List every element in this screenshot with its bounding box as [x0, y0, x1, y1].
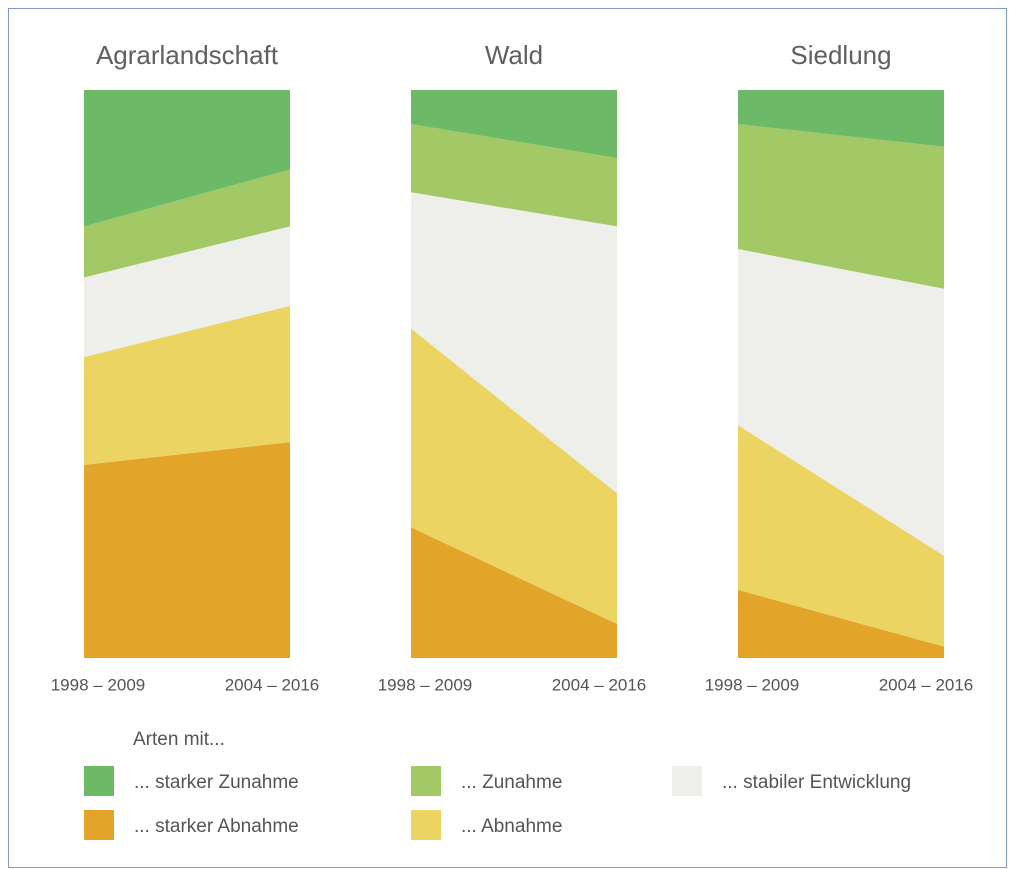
x-tick-label: 2004 – 2016 [552, 675, 647, 694]
area-segment [738, 90, 944, 147]
legend-swatch [84, 766, 114, 796]
area-segment [84, 305, 290, 465]
x-tick-label: 2004 – 2016 [225, 675, 320, 694]
x-tick-label: 2004 – 2016 [879, 675, 974, 694]
area-segment [738, 249, 944, 556]
legend-swatch [84, 810, 114, 840]
area-segment [84, 169, 290, 278]
frame [8, 8, 1007, 868]
x-tick-label: 1998 – 2009 [378, 675, 473, 694]
x-tick-label: 1998 – 2009 [705, 675, 800, 694]
area-segment [411, 328, 617, 624]
area-segment [84, 90, 290, 227]
legend-label: ... starker Abnahme [134, 816, 299, 837]
area-segment [738, 589, 944, 658]
panel-title: Agrarlandschaft [96, 40, 279, 70]
area-segment [738, 124, 944, 289]
area-segment [411, 192, 617, 494]
area-segment [84, 442, 290, 658]
area-segment [84, 226, 290, 357]
legend-label: ... Abnahme [461, 816, 562, 837]
legend-swatch [411, 766, 441, 796]
legend-label: ... stabiler Entwicklung [722, 772, 911, 793]
area-segment [411, 90, 617, 159]
legend-title: Arten mit... [133, 729, 225, 750]
area-segment [738, 425, 944, 647]
panel-title: Wald [485, 40, 543, 70]
area-segment [411, 124, 617, 227]
area-segment [411, 527, 617, 658]
legend-label: ... Zunahme [461, 772, 562, 793]
x-tick-label: 1998 – 2009 [51, 675, 146, 694]
legend-swatch [672, 766, 702, 796]
legend-label: ... starker Zunahme [134, 772, 299, 793]
legend-swatch [411, 810, 441, 840]
panel-title: Siedlung [790, 40, 891, 70]
